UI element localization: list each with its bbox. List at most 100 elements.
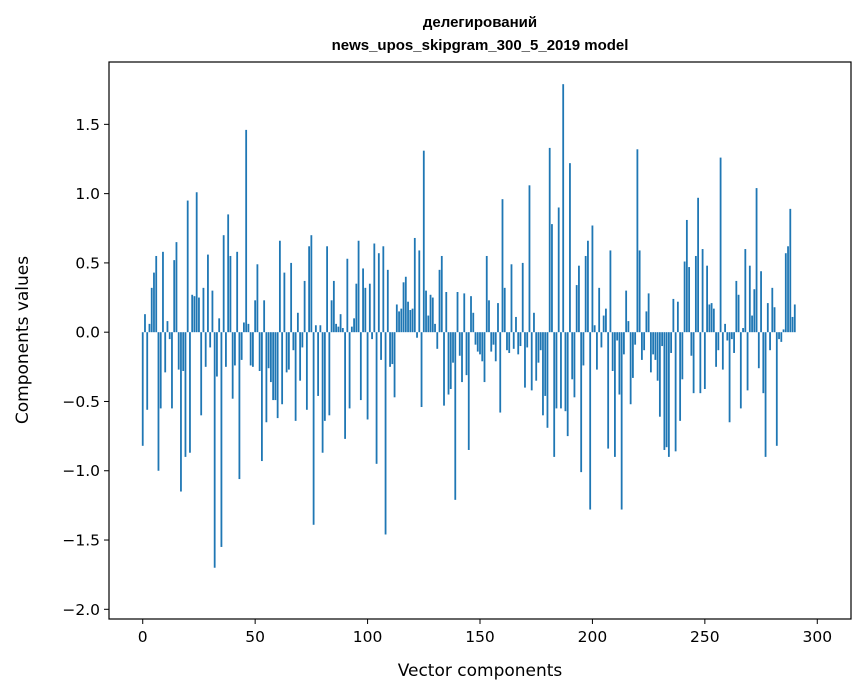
bar-52 [258,332,261,371]
bar-208 [609,250,612,333]
bar-243 [688,267,691,333]
bar-89 [341,328,344,333]
bar-25 [198,297,200,333]
bar-239 [679,332,682,421]
bar-134 [443,332,445,406]
bar-203 [598,287,601,333]
bar-43 [238,332,241,480]
y-tick-label: −1.5 [62,532,100,550]
bar-141 [458,332,461,356]
bar-221 [638,250,641,333]
bar-285 [782,329,785,333]
bar-201 [593,325,596,333]
bar-197 [584,255,587,333]
bar-73 [305,332,308,410]
bar-51 [256,264,259,333]
bar-199 [589,332,592,510]
bar-99 [364,287,367,333]
bar-45 [243,322,245,333]
bar-229 [656,332,659,381]
bar-255 [715,332,717,367]
bar-254 [712,308,715,333]
bar-104 [375,332,378,464]
bar-102 [371,332,373,340]
bar-161 [503,287,506,333]
bar-166 [515,316,517,333]
bar-280 [771,287,774,333]
bar-95 [355,283,358,333]
bar-225 [647,293,650,333]
bar-18 [182,332,185,371]
bar-62 [281,332,284,405]
bar-64 [285,332,288,373]
bar-149 [476,332,479,352]
bar-269 [746,332,749,391]
bar-88 [339,314,342,333]
bar-192 [573,332,576,398]
bar-190 [569,163,571,333]
x-tick-label: 200 [578,628,608,646]
bar-80 [321,332,324,453]
bar-76 [312,332,315,525]
bar-183 [553,332,556,457]
bar-286 [784,253,787,333]
bar-211 [616,332,619,341]
bar-215 [625,290,628,333]
bar-135 [445,292,448,333]
bar-3 [148,323,151,333]
bar-263 [733,332,735,353]
bar-33 [216,332,218,377]
y-tick-label: 0.5 [75,254,100,272]
bar-271 [751,315,753,333]
bar-130 [434,323,436,333]
bar-240 [681,332,684,380]
bar-78 [317,332,320,396]
bar-26 [200,332,203,416]
bar-81 [323,332,326,421]
bar-278 [766,303,769,333]
bar-247 [697,197,699,333]
bar-103 [373,243,376,333]
x-axis: 0 50 100 150 200 250 300 [138,619,832,646]
bar-72 [303,280,306,333]
bar-152 [483,332,486,383]
bar-0 [141,332,144,446]
bar-198 [587,240,589,333]
bar-40 [231,332,234,399]
bar-59 [274,332,277,401]
bar-133 [440,255,443,333]
bar-231 [661,332,664,347]
bar-151 [481,332,484,362]
bar-260 [726,332,729,341]
bar-159 [499,332,502,413]
bar-242 [685,219,688,333]
bar-193 [575,285,578,333]
bar-185 [557,207,560,333]
bar-216 [627,321,630,333]
bar-276 [762,332,765,394]
bar-71 [301,332,304,348]
bar-147 [472,312,475,333]
bar-29 [207,254,209,333]
bar-154 [488,300,490,333]
bar-86 [335,323,337,333]
bar-233 [665,332,668,448]
bar-279 [769,332,771,351]
bar-8 [159,332,162,409]
bar-49 [252,332,254,367]
bar-114 [398,311,400,333]
bar-122 [416,332,418,338]
bar-70 [299,332,302,381]
y-tick-label: 1.5 [75,116,100,134]
bar-238 [676,301,679,333]
bar-47 [247,323,250,333]
bar-241 [683,261,686,333]
bar-265 [737,294,740,333]
bar-110 [389,332,391,367]
bar-82 [326,246,328,333]
bar-13 [171,332,173,409]
bar-56 [267,332,270,369]
bar-94 [353,318,355,333]
bar-127 [427,315,430,333]
bar-48 [249,332,252,366]
